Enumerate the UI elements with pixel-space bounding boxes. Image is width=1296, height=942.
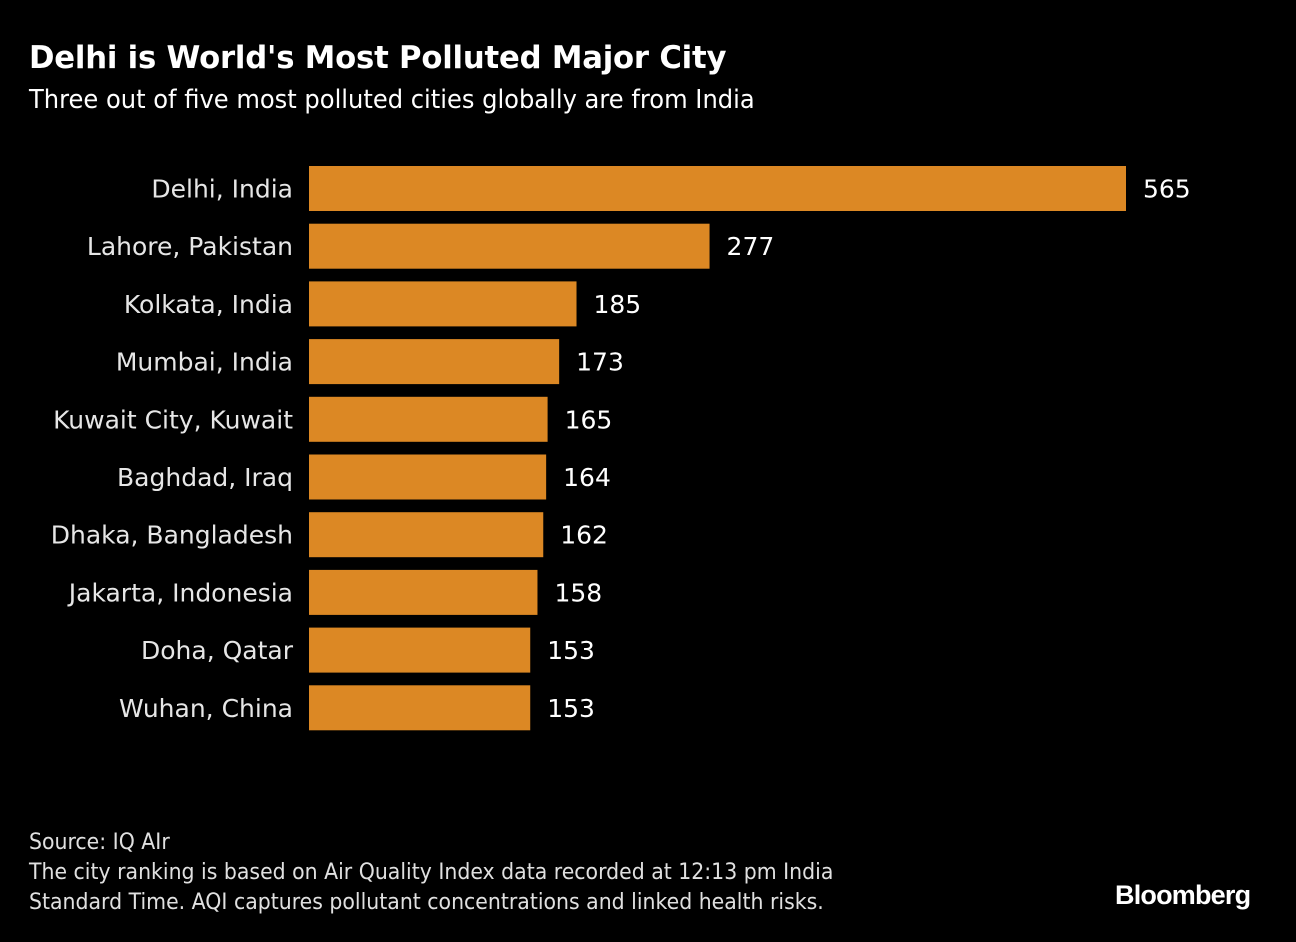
category-label: Doha, Qatar	[141, 636, 294, 665]
chart-subtitle: Three out of five most polluted cities g…	[29, 85, 755, 115]
bar	[309, 569, 538, 615]
chart-footer: Source: IQ AIr The city ranking is based…	[29, 828, 833, 918]
chart-title: Delhi is World's Most Polluted Major Cit…	[29, 40, 727, 76]
bar	[309, 166, 1126, 211]
value-label: 164	[563, 463, 611, 492]
bar	[309, 281, 577, 327]
category-label: Kuwait City, Kuwait	[53, 405, 293, 434]
bar	[309, 512, 544, 558]
category-label: Wuhan, China	[119, 694, 293, 723]
bar	[309, 396, 548, 442]
bar	[309, 454, 547, 500]
value-label: 277	[727, 232, 775, 261]
value-label: 173	[576, 348, 624, 377]
category-label: Lahore, Pakistan	[87, 232, 293, 261]
footnote-line-1: The city ranking is based on Air Quality…	[29, 860, 834, 885]
value-label: 185	[594, 290, 642, 319]
source-note: Source: IQ AIr	[29, 830, 170, 855]
value-label: 162	[560, 521, 608, 550]
category-label: Dhaka, Bangladesh	[51, 521, 293, 550]
value-label: 153	[547, 694, 595, 723]
bar	[309, 627, 531, 673]
footnote-line-2: Standard Time. AQI captures pollutant co…	[29, 890, 824, 915]
category-label: Mumbai, India	[116, 348, 293, 377]
value-label: 165	[565, 405, 613, 434]
bar	[309, 223, 710, 269]
category-label: Kolkata, India	[124, 290, 293, 319]
bloomberg-logo: Bloomberg	[1115, 880, 1251, 910]
bar	[309, 339, 560, 385]
category-label: Delhi, India	[151, 175, 293, 204]
value-label: 153	[547, 636, 595, 665]
value-label: 158	[554, 578, 602, 607]
category-label: Jakarta, Indonesia	[67, 578, 293, 607]
value-label: 565	[1143, 175, 1191, 204]
category-label: Baghdad, Iraq	[117, 463, 293, 492]
bar-chart: Delhi, India 565 Lahore, Pakistan 277 Kolkat…	[51, 166, 1191, 731]
bar	[309, 685, 531, 731]
